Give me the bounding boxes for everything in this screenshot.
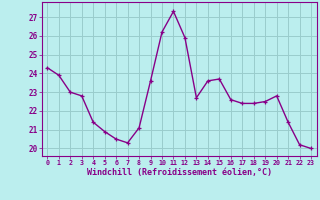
X-axis label: Windchill (Refroidissement éolien,°C): Windchill (Refroidissement éolien,°C) [87, 168, 272, 177]
